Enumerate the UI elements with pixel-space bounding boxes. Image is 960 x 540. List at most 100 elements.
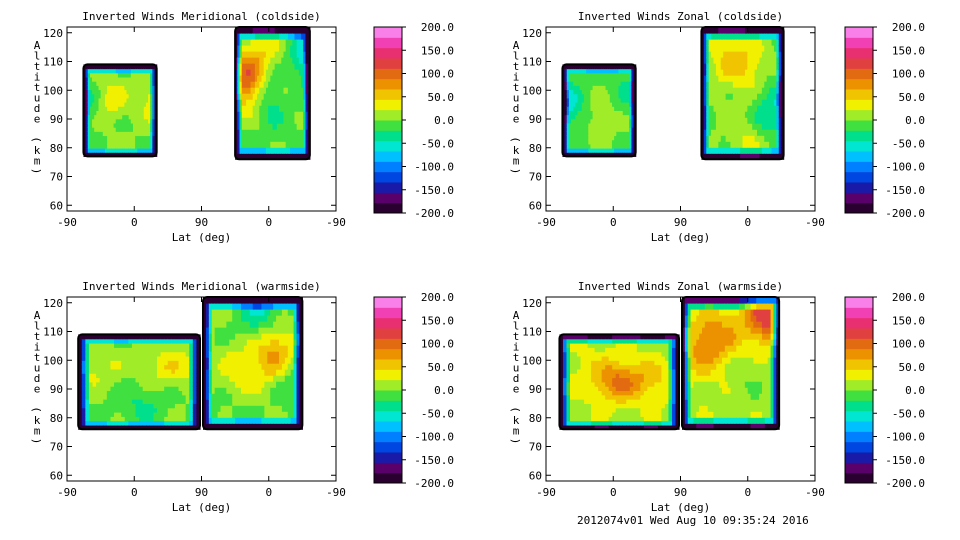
data-cell xyxy=(88,368,94,374)
data-cell xyxy=(235,417,239,424)
data-cell xyxy=(141,72,145,78)
data-cell xyxy=(273,339,277,346)
data-cell xyxy=(246,375,251,382)
data-cell xyxy=(174,407,180,413)
data-cell xyxy=(115,97,119,103)
data-cell xyxy=(226,351,230,358)
data-cell xyxy=(121,412,126,417)
colorbar-tick-label: 150.0 xyxy=(421,44,454,57)
data-cell xyxy=(88,416,94,422)
data-cell xyxy=(757,33,761,40)
data-cell xyxy=(139,355,144,361)
data-cell xyxy=(94,122,97,128)
data-cell xyxy=(192,338,198,344)
data-cell xyxy=(569,416,575,422)
data-cell xyxy=(152,81,156,86)
data-cell xyxy=(167,368,172,374)
data-cell xyxy=(301,57,304,64)
data-cell xyxy=(601,143,604,149)
data-cell xyxy=(196,412,201,417)
data-cell xyxy=(273,345,277,352)
data-cell xyxy=(167,351,172,357)
data-cell xyxy=(150,148,153,153)
data-cell xyxy=(92,420,97,426)
data-cell xyxy=(581,93,585,99)
data-cell xyxy=(157,364,162,370)
data-cell xyxy=(273,333,277,340)
data-cell xyxy=(145,81,149,86)
data-cell xyxy=(591,351,596,357)
data-cell xyxy=(132,143,136,149)
data-cell xyxy=(296,45,300,52)
data-cell xyxy=(261,99,265,106)
data-cell xyxy=(284,315,289,322)
data-cell xyxy=(725,105,729,112)
data-cell xyxy=(160,351,165,357)
data-cell xyxy=(759,33,763,40)
data-cell xyxy=(83,89,87,95)
data-cell xyxy=(577,334,582,340)
data-cell xyxy=(196,416,201,422)
data-cell xyxy=(252,69,256,76)
data-cell xyxy=(590,122,594,128)
data-cell xyxy=(629,139,632,145)
data-cell xyxy=(566,81,570,86)
data-cell xyxy=(723,87,727,94)
data-cell xyxy=(303,153,307,160)
data-cell xyxy=(583,93,587,99)
data-cell xyxy=(128,377,133,383)
data-cell xyxy=(81,377,86,383)
data-cell xyxy=(568,152,572,157)
data-cell xyxy=(92,93,95,99)
data-cell xyxy=(562,381,568,387)
data-cell xyxy=(223,321,227,328)
colorbar-swatch xyxy=(845,130,873,142)
data-cell xyxy=(132,139,136,145)
data-cell xyxy=(305,81,309,88)
colorbar-swatch xyxy=(374,390,402,401)
data-cell xyxy=(723,63,727,70)
data-cell xyxy=(279,147,282,154)
data-cell xyxy=(564,93,568,99)
data-cell xyxy=(562,118,566,124)
data-cell xyxy=(566,148,570,153)
data-cell xyxy=(728,117,732,124)
data-cell xyxy=(257,93,260,100)
data-cell xyxy=(573,424,578,430)
data-cell xyxy=(238,375,242,382)
data-cell xyxy=(102,148,106,153)
data-cell xyxy=(766,63,770,70)
data-cell xyxy=(142,407,147,413)
data-cell xyxy=(257,147,260,154)
data-cell xyxy=(287,309,292,316)
data-cell xyxy=(588,68,592,74)
data-cell xyxy=(703,123,707,130)
data-cell xyxy=(766,111,770,118)
data-cell xyxy=(562,68,566,74)
data-cell xyxy=(594,139,598,145)
data-cell xyxy=(94,127,97,132)
data-cell xyxy=(752,117,756,124)
data-cell xyxy=(720,69,724,76)
data-cell xyxy=(110,390,115,396)
data-cell xyxy=(196,338,201,344)
data-cell xyxy=(718,123,722,130)
data-cell xyxy=(106,351,112,357)
data-cell xyxy=(776,75,780,82)
data-cell xyxy=(132,72,136,78)
data-cell xyxy=(126,97,130,103)
data-cell xyxy=(229,309,233,316)
data-cell xyxy=(85,351,90,357)
data-cell xyxy=(581,89,585,95)
data-cell xyxy=(78,394,83,400)
data-cell xyxy=(283,129,287,136)
colorbar-swatch xyxy=(845,58,873,69)
data-cell xyxy=(124,381,129,387)
data-cell xyxy=(152,127,156,132)
data-cell xyxy=(272,135,276,142)
data-cell xyxy=(296,51,300,58)
data-cell xyxy=(182,347,187,353)
data-cell xyxy=(276,63,280,70)
data-cell xyxy=(305,27,309,34)
data-cell xyxy=(740,111,744,118)
